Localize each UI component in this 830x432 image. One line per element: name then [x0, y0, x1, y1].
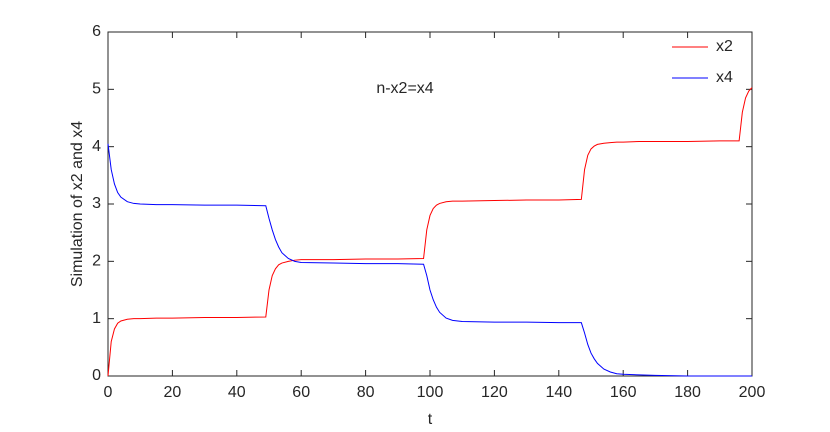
y-axis-label: Simulation of x2 and x4 — [69, 121, 86, 287]
x-tick-label: 100 — [417, 384, 444, 401]
x-tick-label: 180 — [674, 384, 701, 401]
x-tick-label: 120 — [481, 384, 508, 401]
y-tick-label: 5 — [92, 81, 101, 98]
legend-label: x2 — [716, 38, 733, 55]
x-tick-label: 160 — [610, 384, 637, 401]
x-tick-label: 20 — [164, 384, 182, 401]
x-tick-label: 80 — [357, 384, 375, 401]
y-tick-label: 2 — [92, 253, 101, 270]
x-axis-label: t — [428, 411, 433, 428]
series-line — [107, 87, 753, 377]
y-tick-label: 1 — [92, 310, 101, 327]
x-tick-label: 0 — [104, 384, 113, 401]
plot-frame — [107, 31, 753, 377]
y-tick-label: 4 — [92, 138, 101, 155]
x-tick-label: 60 — [292, 384, 310, 401]
x-tick-label: 200 — [739, 384, 766, 401]
legend-label: x4 — [716, 69, 733, 86]
x-tick-label: 140 — [545, 384, 572, 401]
y-tick-label: 3 — [92, 195, 101, 212]
annotation: n-x2=x4 — [376, 80, 433, 97]
series-line — [107, 143, 752, 377]
y-tick-label: 0 — [92, 367, 101, 384]
x-tick-label: 40 — [228, 384, 246, 401]
y-tick-label: 6 — [92, 23, 101, 40]
